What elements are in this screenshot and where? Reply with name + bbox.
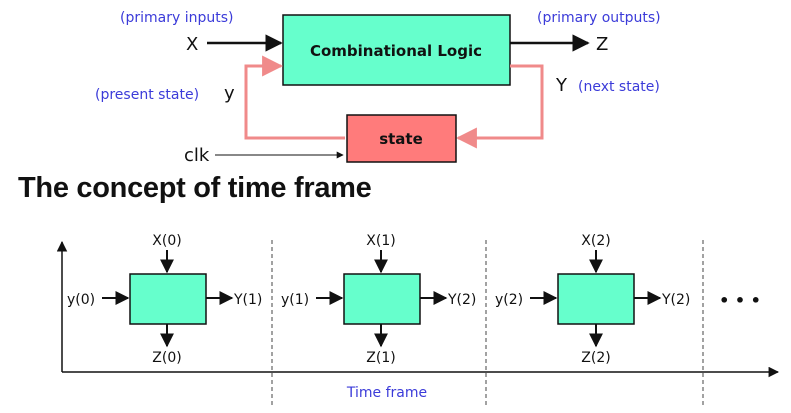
clk-label: clk bbox=[184, 145, 210, 166]
primary-outputs-label: (primary outputs) bbox=[537, 10, 661, 26]
frame-z-output-label: Z(0) bbox=[152, 350, 181, 366]
frame-y-output-label: Y(2) bbox=[661, 292, 690, 308]
frame-comb-box bbox=[344, 274, 420, 324]
y-next-label: Y bbox=[555, 75, 568, 96]
frame-y-output-label: Y(1) bbox=[233, 292, 262, 308]
x-input-label: X bbox=[186, 34, 198, 55]
time-frame-2: X(2) y(2) Y(2) Z(2) bbox=[495, 233, 690, 366]
frame-x-input-label: X(2) bbox=[581, 233, 610, 249]
frame-y-input-label: y(2) bbox=[495, 292, 523, 308]
z-output-label: Z bbox=[596, 34, 608, 55]
frame-z-output-label: Z(1) bbox=[366, 350, 395, 366]
y-present-label: y bbox=[224, 83, 235, 104]
time-frame-0: X(0) y(0) Y(1) Z(0) bbox=[67, 233, 262, 366]
frame-y-output-label: Y(2) bbox=[447, 292, 476, 308]
time-frame-1: X(1) y(1) Y(2) Z(1) bbox=[281, 233, 476, 366]
state-label: state bbox=[379, 130, 423, 148]
combinational-logic-label: Combinational Logic bbox=[310, 42, 482, 60]
sequential-circuit: (primary inputs) (primary outputs) X Com… bbox=[95, 10, 661, 166]
frame-y-input-label: y(0) bbox=[67, 292, 95, 308]
primary-inputs-label: (primary inputs) bbox=[120, 10, 233, 26]
frame-y-input-label: y(1) bbox=[281, 292, 309, 308]
frame-z-output-label: Z(2) bbox=[581, 350, 610, 366]
ellipsis: • • • bbox=[719, 291, 761, 310]
frame-x-input-label: X(0) bbox=[152, 233, 181, 249]
frame-comb-box bbox=[130, 274, 206, 324]
next-state-label: (next state) bbox=[578, 79, 660, 95]
section-heading: The concept of time frame bbox=[18, 172, 371, 205]
time-frame-diagram: X(0) y(0) Y(1) Z(0) X(1) y(1) Y(2) Z(1) … bbox=[62, 233, 778, 405]
time-frame-axis-label: Time frame bbox=[346, 385, 427, 401]
frame-x-input-label: X(1) bbox=[366, 233, 395, 249]
present-state-label: (present state) bbox=[95, 87, 199, 103]
frame-comb-box bbox=[558, 274, 634, 324]
